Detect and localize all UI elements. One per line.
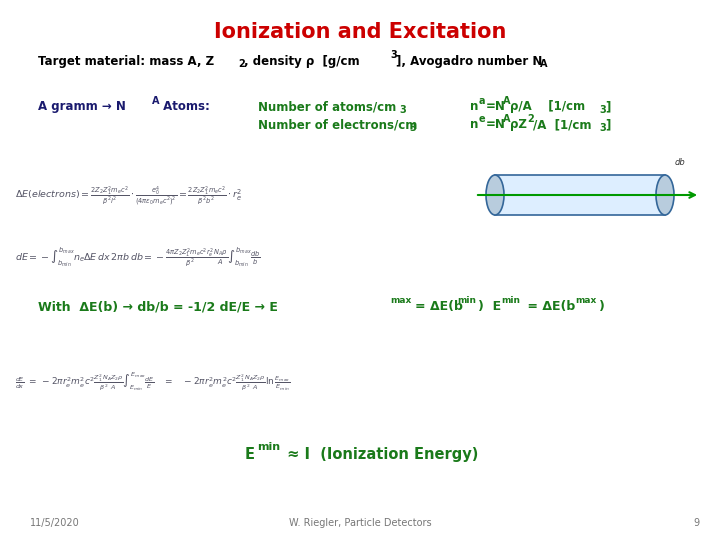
Text: min: min bbox=[457, 296, 476, 305]
Text: ): ) bbox=[599, 300, 605, 313]
Ellipse shape bbox=[656, 175, 674, 215]
Text: Atoms:: Atoms: bbox=[159, 100, 210, 113]
Text: 3: 3 bbox=[399, 105, 406, 115]
Text: min: min bbox=[501, 296, 520, 305]
Text: min: min bbox=[257, 442, 280, 452]
Text: $dE = -\int_{b_{min}}^{b_{max}} n_e \Delta E \, dx \, 2\pi b \, db = -\frac{4\pi: $dE = -\int_{b_{min}}^{b_{max}} n_e \Del… bbox=[15, 245, 261, 268]
Text: With  ΔE(b) → db/b = -1/2 dE/E → E: With ΔE(b) → db/b = -1/2 dE/E → E bbox=[38, 300, 278, 313]
Text: 3: 3 bbox=[599, 105, 606, 115]
Text: A: A bbox=[503, 114, 510, 124]
Bar bbox=[495, 175, 665, 215]
Text: max: max bbox=[390, 296, 411, 305]
Text: 3: 3 bbox=[409, 123, 415, 133]
Text: Number of atoms/cm: Number of atoms/cm bbox=[258, 100, 396, 113]
Text: max: max bbox=[575, 296, 596, 305]
Text: A: A bbox=[540, 59, 547, 69]
Text: n: n bbox=[470, 118, 478, 131]
Text: A: A bbox=[503, 96, 510, 106]
Text: = ΔE(b: = ΔE(b bbox=[415, 300, 463, 313]
Text: e: e bbox=[479, 114, 485, 124]
Text: 11/5/2020: 11/5/2020 bbox=[30, 518, 80, 528]
Text: ]: ] bbox=[605, 118, 611, 131]
Text: A: A bbox=[152, 96, 160, 106]
Text: $\Delta E(electrons) = \frac{2Z_2 Z_1^2 m_e c^2}{\beta^2 l^2} \cdot \frac{e_0^4}: $\Delta E(electrons) = \frac{2Z_2 Z_1^2 … bbox=[15, 185, 243, 208]
Text: W. Riegler, Particle Detectors: W. Riegler, Particle Detectors bbox=[289, 518, 431, 528]
Text: Ionization and Excitation: Ionization and Excitation bbox=[214, 22, 506, 42]
Text: 9: 9 bbox=[694, 518, 700, 528]
Text: n: n bbox=[470, 100, 478, 113]
Text: A gramm → N: A gramm → N bbox=[38, 100, 126, 113]
Ellipse shape bbox=[486, 175, 504, 215]
Text: ρZ: ρZ bbox=[510, 118, 527, 131]
Text: , density ρ  [g/cm: , density ρ [g/cm bbox=[244, 55, 359, 68]
Text: =N: =N bbox=[486, 100, 506, 113]
Text: Target material: mass A, Z: Target material: mass A, Z bbox=[38, 55, 214, 68]
Text: ], Avogadro number N: ], Avogadro number N bbox=[396, 55, 542, 68]
Text: /A  [1/cm: /A [1/cm bbox=[533, 118, 592, 131]
Text: 2: 2 bbox=[527, 114, 534, 124]
Text: 3: 3 bbox=[599, 123, 606, 133]
Text: ]: ] bbox=[605, 100, 611, 113]
Text: ρ/A    [1/cm: ρ/A [1/cm bbox=[510, 100, 585, 113]
Text: 3: 3 bbox=[390, 50, 397, 60]
Text: ≈ I  (Ionization Energy): ≈ I (Ionization Energy) bbox=[282, 447, 478, 462]
Text: = ΔE(b: = ΔE(b bbox=[523, 300, 575, 313]
Text: =N: =N bbox=[486, 118, 506, 131]
Text: db: db bbox=[675, 158, 685, 167]
Text: )  E: ) E bbox=[478, 300, 501, 313]
Text: Number of electrons/cm: Number of electrons/cm bbox=[258, 118, 418, 131]
Text: 2: 2 bbox=[238, 59, 245, 69]
Text: a: a bbox=[479, 96, 485, 106]
Text: $\frac{dE}{dx}\; =\; -2\pi r_e^2 m_e^2 c^2 \frac{Z_1^2\, N_A Z_2 \rho}{\beta^2\;: $\frac{dE}{dx}\; =\; -2\pi r_e^2 m_e^2 c… bbox=[15, 370, 290, 393]
Text: E: E bbox=[245, 447, 255, 462]
